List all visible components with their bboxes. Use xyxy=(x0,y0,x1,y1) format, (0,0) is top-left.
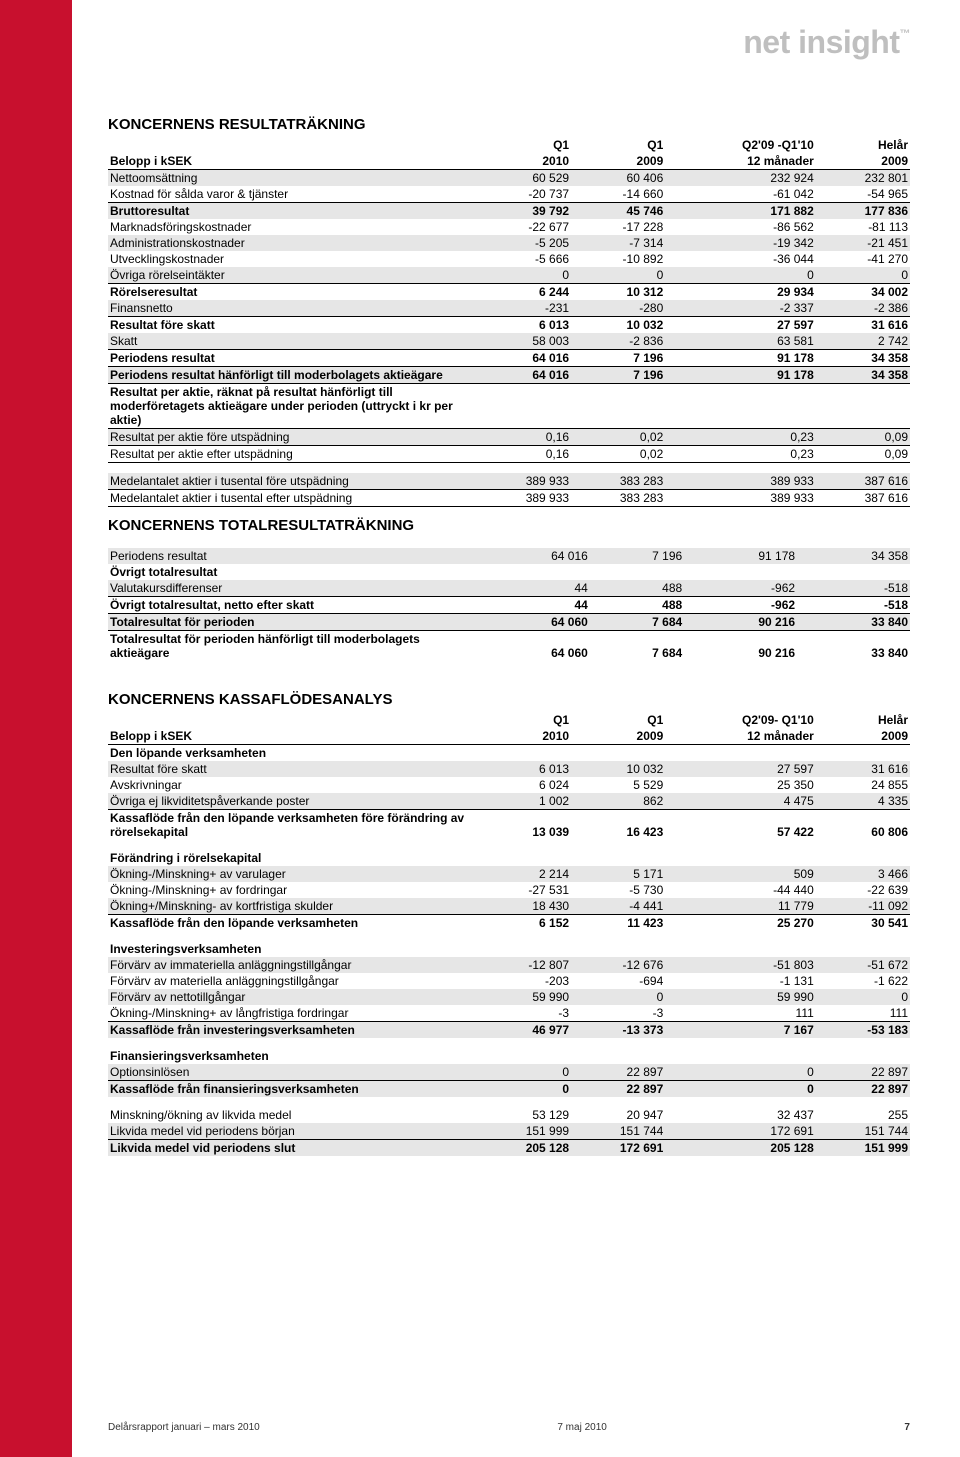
page: net insight™ KONCERNENS RESULTATRÄKNING … xyxy=(0,0,960,1457)
table-row: Utvecklingskostnader-5 666-10 892-36 044… xyxy=(108,251,910,267)
table-row: Periodens resultat64 0167 19691 17834 35… xyxy=(108,548,910,564)
table-row: Förändring i rörelsekapital xyxy=(108,850,910,866)
table-row: Totalresultat för perioden64 0607 68490 … xyxy=(108,613,910,630)
table-header-row: Q1 Q1 Q2'09 -Q1'10 Helår xyxy=(108,137,910,153)
total-result-heading: KONCERNENS TOTALRESULTATRÄKNING xyxy=(108,517,910,534)
table-row xyxy=(108,463,910,473)
table-row: Resultat före skatt6 01310 03227 59731 6… xyxy=(108,761,910,777)
table-row: Ökning-/Minskning+ av varulager2 2145 17… xyxy=(108,866,910,882)
table-row: Marknadsföringskostnader-22 677-17 228-8… xyxy=(108,219,910,235)
company-logo: net insight™ xyxy=(743,24,910,61)
table-row: Medelantalet aktier i tusental efter uts… xyxy=(108,489,910,506)
table-row: Övrigt totalresultat xyxy=(108,564,910,580)
table-row: Optionsinlösen022 897022 897 xyxy=(108,1064,910,1081)
table-row: Finansieringsverksamheten xyxy=(108,1048,910,1064)
table-row: Kassaflöde från den löpande verksamheten… xyxy=(108,809,910,840)
footer-left: Delårsrapport januari – mars 2010 xyxy=(108,1422,260,1433)
table-row: Minskning/ökning av likvida medel53 1292… xyxy=(108,1107,910,1123)
table-row: Valutakursdifferenser44488-962-518 xyxy=(108,580,910,597)
table-header-row: Belopp i kSEK 2010 2009 12 månader 2009 xyxy=(108,153,910,170)
cashflow-table: Q1 Q1 Q2'09- Q1'10 Helår Belopp i kSEK 2… xyxy=(108,712,910,1156)
footer-date: 7 maj 2010 xyxy=(557,1422,606,1433)
table-row: Finansnetto-231-280-2 337-2 386 xyxy=(108,300,910,317)
table-row: Medelantalet aktier i tusental före utsp… xyxy=(108,473,910,490)
table-row: Förvärv av materiella anläggningstillgån… xyxy=(108,973,910,989)
table-row: Periodens resultat64 0167 19691 17834 35… xyxy=(108,350,910,367)
table-row: Förvärv av nettotillgångar59 990059 9900 xyxy=(108,989,910,1005)
table-row: Likvida medel vid periodens slut205 1281… xyxy=(108,1139,910,1156)
table-row xyxy=(108,840,910,850)
table-row: Kassaflöde från investeringsverksamheten… xyxy=(108,1021,910,1038)
table-row: Ökning+/Minskning- av kortfristiga skuld… xyxy=(108,898,910,915)
table-row: Resultat före skatt6 01310 03227 59731 6… xyxy=(108,317,910,334)
table-row: Resultat per aktie efter utspädning0,160… xyxy=(108,446,910,463)
table-row: Avskrivningar6 0245 52925 35024 855 xyxy=(108,777,910,793)
table-row: Resultat per aktie före utspädning0,160,… xyxy=(108,429,910,446)
table-row xyxy=(108,1097,910,1107)
table-row: Förvärv av immateriella anläggningstillg… xyxy=(108,957,910,973)
table-row: Övriga rörelseintäkter0000 xyxy=(108,267,910,284)
table-row: Ökning-/Minskning+ av fordringar-27 531-… xyxy=(108,882,910,898)
content-area: net insight™ KONCERNENS RESULTATRÄKNING … xyxy=(72,0,960,1457)
table-row: Kassaflöde från den löpande verksamheten… xyxy=(108,914,910,931)
table-row: Kassaflöde från finansieringsverksamhete… xyxy=(108,1080,910,1097)
table-row xyxy=(108,538,910,548)
table-header-row: Belopp i kSEK 2010 2009 12 månader 2009 xyxy=(108,728,910,745)
total-result-table: Periodens resultat64 0167 19691 17834 35… xyxy=(108,538,910,661)
table-row xyxy=(108,931,910,941)
cashflow-heading: KONCERNENS KASSAFLÖDESANALYS xyxy=(108,691,910,708)
table-row: Skatt58 003-2 83663 5812 742 xyxy=(108,333,910,350)
page-footer: Delårsrapport januari – mars 2010 7 maj … xyxy=(108,1422,910,1433)
table-row: Nettoomsättning60 52960 406232 924232 80… xyxy=(108,170,910,187)
table-row: Rörelseresultat6 24410 31229 93434 002 xyxy=(108,284,910,301)
table-row: Övrigt totalresultat, netto efter skatt4… xyxy=(108,596,910,613)
table-header-row: Q1 Q1 Q2'09- Q1'10 Helår xyxy=(108,712,910,728)
income-statement-heading: KONCERNENS RESULTATRÄKNING xyxy=(108,116,910,133)
table-row: Bruttoresultat39 79245 746171 882177 836 xyxy=(108,203,910,220)
table-row: Investeringsverksamheten xyxy=(108,941,910,957)
red-sidebar xyxy=(0,0,72,1457)
table-row: Administrationskostnader-5 205-7 314-19 … xyxy=(108,235,910,251)
income-statement-table: Q1 Q1 Q2'09 -Q1'10 Helår Belopp i kSEK 2… xyxy=(108,137,910,507)
table-row: Övriga ej likviditetspåverkande poster1 … xyxy=(108,793,910,810)
table-row: Resultat per aktie, räknat på resultat h… xyxy=(108,384,910,429)
page-number: 7 xyxy=(904,1422,910,1433)
table-row: Ökning-/Minskning+ av långfristiga fordr… xyxy=(108,1005,910,1022)
table-row: Kostnad för sålda varor & tjänster-20 73… xyxy=(108,186,910,203)
table-row: Den löpande verksamheten xyxy=(108,744,910,761)
table-row: Totalresultat för perioden hänförligt ti… xyxy=(108,630,910,661)
table-row xyxy=(108,1038,910,1048)
table-row: Likvida medel vid periodens början151 99… xyxy=(108,1123,910,1140)
table-row: Periodens resultat hänförligt till moder… xyxy=(108,367,910,384)
